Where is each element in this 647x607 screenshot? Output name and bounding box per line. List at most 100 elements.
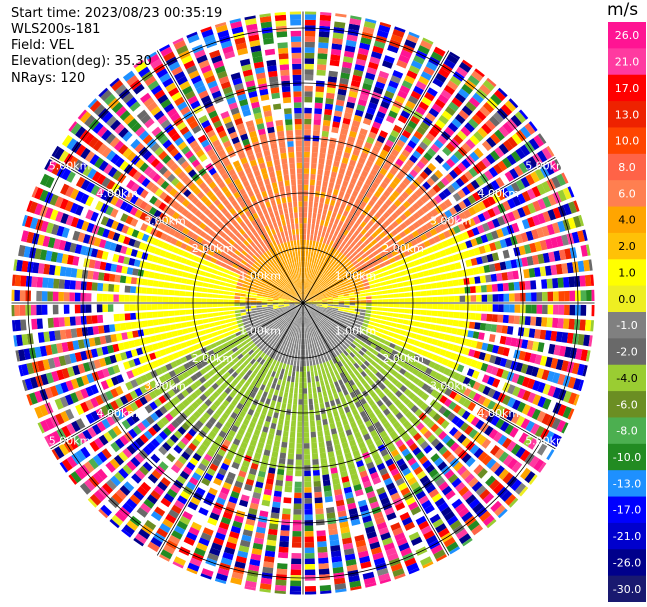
range-gate (445, 453, 456, 464)
range-gate (443, 230, 451, 239)
range-gate (130, 349, 138, 357)
range-gate (304, 140, 311, 147)
range-gate (453, 445, 464, 456)
range-gate (152, 311, 158, 318)
range-gate (359, 93, 369, 102)
range-gate (87, 426, 97, 438)
range-gate (282, 430, 289, 437)
range-gate (509, 426, 519, 438)
range-gate (416, 251, 424, 258)
range-gate (287, 398, 293, 405)
range-gate (321, 243, 326, 249)
range-gate (257, 350, 263, 357)
range-gate (201, 425, 210, 434)
range-gate (397, 195, 406, 204)
range-gate (268, 338, 274, 344)
range-gate (340, 384, 347, 391)
range-gate (155, 264, 162, 272)
range-gate (279, 332, 284, 338)
range-gate (438, 365, 446, 374)
range-gate (398, 287, 405, 293)
range-gate (394, 234, 402, 241)
range-gate (298, 316, 300, 322)
range-gate (443, 367, 451, 376)
range-gate (470, 257, 478, 266)
range-gate (307, 332, 311, 339)
range-gate (237, 334, 244, 340)
range-gate (277, 316, 283, 321)
range-gate (223, 307, 230, 311)
range-gate (469, 135, 480, 146)
range-gate (275, 313, 281, 317)
range-gate (341, 441, 349, 449)
range-gate (288, 330, 292, 337)
range-gate (196, 362, 204, 370)
range-gate (411, 230, 420, 238)
range-gate (196, 406, 205, 415)
range-gate (356, 335, 363, 340)
range-gate (335, 13, 347, 18)
range-gate (227, 274, 234, 280)
range-gate (460, 356, 468, 364)
range-gate (328, 366, 333, 373)
range-gate (365, 160, 374, 168)
range-gate (468, 477, 479, 488)
range-gate (346, 339, 352, 345)
range-gate (308, 273, 311, 279)
range-gate (409, 428, 418, 437)
range-gate (211, 374, 219, 382)
range-gate (277, 468, 285, 476)
range-gate (307, 309, 312, 315)
range-gate (332, 32, 344, 40)
range-gate (228, 496, 238, 504)
range-gate (368, 131, 377, 140)
range-gate (484, 170, 494, 181)
range-gate (575, 348, 583, 360)
range-gate (386, 264, 393, 270)
range-gate (288, 311, 293, 316)
range-gate (475, 176, 485, 187)
range-gate (144, 519, 157, 531)
range-gate (227, 403, 235, 411)
range-gate (355, 277, 362, 282)
range-gate (275, 361, 280, 367)
range-gate (387, 216, 395, 224)
range-gate (297, 310, 300, 316)
range-gate (449, 51, 461, 60)
range-gate (304, 118, 312, 125)
range-gate (385, 139, 394, 148)
range-gate (130, 277, 138, 285)
range-gate (169, 282, 176, 289)
range-gate (278, 305, 284, 307)
range-gate (295, 321, 298, 327)
range-gate (469, 312, 476, 320)
range-gate (141, 312, 147, 319)
range-gate (327, 301, 334, 303)
range-gate (474, 322, 481, 330)
range-gate (145, 372, 153, 381)
range-gate (188, 476, 199, 486)
range-gate (342, 326, 349, 332)
range-gate (79, 482, 92, 495)
range-gate (354, 534, 365, 542)
range-gate (372, 45, 384, 54)
range-gate (318, 287, 323, 292)
range-gate (18, 244, 26, 257)
range-gate (320, 12, 332, 16)
range-gate (371, 367, 379, 375)
range-gate (326, 292, 332, 296)
range-gate (311, 376, 315, 383)
range-gate (542, 211, 551, 223)
range-gate (213, 284, 220, 290)
range-gate (112, 253, 120, 263)
range-gate (432, 184, 442, 193)
range-gate (468, 321, 476, 329)
range-gate (256, 305, 262, 308)
range-gate (70, 268, 78, 278)
range-gate (555, 331, 563, 343)
range-gate (438, 68, 450, 79)
range-gate (451, 415, 461, 425)
range-gate (334, 21, 346, 29)
range-gate (318, 288, 324, 293)
range-gate (437, 94, 449, 104)
